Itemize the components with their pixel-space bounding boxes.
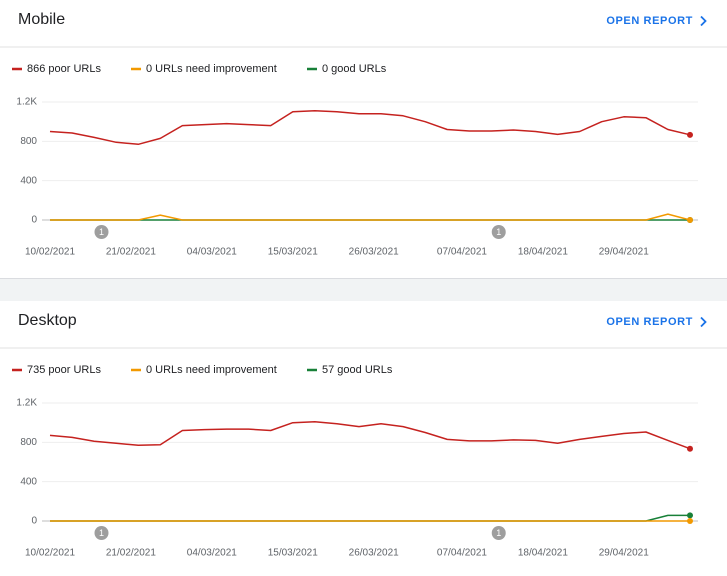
legend-label: 0 URLs need improvement <box>146 63 277 75</box>
legend-label: 866 poor URLs <box>27 63 101 75</box>
annotation[interactable]: 1 <box>491 526 506 540</box>
x-tick-label: 15/03/2021 <box>268 247 318 258</box>
report-card: Desktop OPEN REPORT 735 poor URLs 0 URLs ne… <box>0 301 727 576</box>
open-report-label[interactable]: OPEN REPORT <box>606 316 693 328</box>
annotation-label[interactable]: 1 <box>99 528 104 538</box>
series-line <box>50 213 691 221</box>
x-tick-label: 18/04/2021 <box>518 247 568 258</box>
end-point <box>687 445 693 452</box>
x-tick-label: 15/03/2021 <box>268 548 318 559</box>
end-point <box>687 217 693 223</box>
x-tick-label: 29/04/2021 <box>599 548 649 559</box>
card-title: Desktop <box>18 312 77 329</box>
x-tick-label: 07/04/2021 <box>437 247 487 258</box>
card-background <box>0 0 727 278</box>
end-point <box>687 512 693 519</box>
x-tick-label: 04/03/2021 <box>187 247 237 258</box>
y-tick-label: 1.2K <box>16 398 37 409</box>
x-tick-label: 07/04/2021 <box>437 548 487 559</box>
y-tick-label: 1.2K <box>16 97 37 108</box>
annotation-marker[interactable] <box>491 225 506 239</box>
chevron-icon[interactable] <box>700 15 707 27</box>
end-point <box>687 518 693 524</box>
y-tick-label: 0 <box>31 215 37 226</box>
open-report-button[interactable]: OPEN REPORT <box>606 15 707 27</box>
open-report-button[interactable]: OPEN REPORT <box>606 316 707 328</box>
x-tick-label: 26/03/2021 <box>349 247 399 258</box>
x-tick-label: 18/04/2021 <box>518 548 568 559</box>
annotation[interactable]: 1 <box>94 526 109 540</box>
y-tick-label: 0 <box>31 516 37 527</box>
y-tick-label: 800 <box>20 437 37 448</box>
y-tick-label: 800 <box>20 136 37 147</box>
report-card: Mobile OPEN REPORT 866 poor URLs 0 URLs nee… <box>0 0 727 279</box>
x-tick-label: 21/02/2021 <box>106 548 156 559</box>
x-tick-label: 29/04/2021 <box>599 247 649 258</box>
y-tick-label: 400 <box>20 476 37 487</box>
x-tick-label: 04/03/2021 <box>187 548 237 559</box>
annotation-marker[interactable] <box>491 526 506 540</box>
series-line <box>49 420 691 450</box>
open-report-label[interactable]: OPEN REPORT <box>606 15 693 27</box>
annotation-marker[interactable] <box>94 526 109 540</box>
chevron-icon[interactable] <box>700 316 707 328</box>
annotation-label[interactable]: 1 <box>496 528 501 538</box>
annotation[interactable]: 1 <box>94 225 109 239</box>
x-tick-label: 10/02/2021 <box>25 548 75 559</box>
legend-label: 57 good URLs <box>322 364 393 376</box>
annotation-marker[interactable] <box>94 225 109 239</box>
annotation[interactable]: 1 <box>491 225 506 239</box>
card-background <box>0 301 727 576</box>
x-tick-label: 26/03/2021 <box>349 548 399 559</box>
legend-label: 735 poor URLs <box>27 364 101 376</box>
annotation-label[interactable]: 1 <box>496 227 501 237</box>
legend-label: 0 good URLs <box>322 63 387 75</box>
legend-label: 0 URLs need improvement <box>146 364 277 376</box>
series-line <box>49 110 691 146</box>
x-tick-label: 10/02/2021 <box>25 247 75 258</box>
y-tick-label: 400 <box>20 175 37 186</box>
x-tick-label: 21/02/2021 <box>106 247 156 258</box>
card-title: Mobile <box>18 11 65 28</box>
annotation-label[interactable]: 1 <box>99 227 104 237</box>
end-point <box>687 131 693 138</box>
